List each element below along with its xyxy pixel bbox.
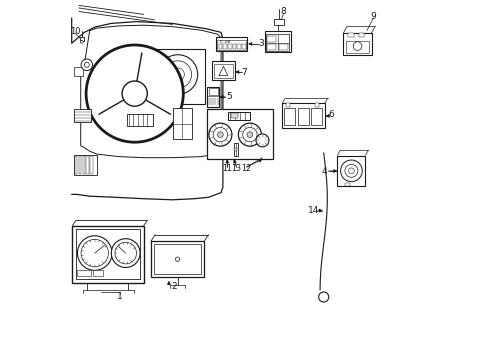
- Circle shape: [132, 61, 159, 88]
- Text: 6: 6: [328, 110, 334, 119]
- Bar: [237, 44, 241, 49]
- Text: 3: 3: [257, 40, 263, 49]
- Circle shape: [348, 168, 354, 174]
- Text: 4: 4: [321, 166, 327, 176]
- Bar: [276, 31, 281, 35]
- Circle shape: [125, 55, 165, 94]
- Bar: [76, 229, 140, 279]
- Bar: [207, 87, 219, 107]
- Bar: [75, 156, 77, 174]
- Bar: [73, 109, 91, 122]
- Bar: [125, 49, 204, 104]
- Text: 2: 2: [171, 282, 177, 291]
- Text: 1: 1: [117, 292, 123, 301]
- Text: 5: 5: [225, 92, 231, 101]
- Bar: [264, 31, 290, 52]
- Circle shape: [340, 160, 362, 182]
- Circle shape: [352, 42, 361, 50]
- Bar: [93, 270, 103, 276]
- Text: 12: 12: [241, 164, 251, 174]
- Bar: [242, 44, 245, 49]
- Circle shape: [86, 45, 183, 142]
- Bar: [273, 19, 283, 25]
- Bar: [77, 270, 91, 276]
- Text: 8: 8: [280, 7, 286, 16]
- Bar: [73, 67, 82, 76]
- Bar: [232, 44, 236, 49]
- Bar: [72, 226, 143, 283]
- Bar: [79, 156, 81, 174]
- Text: 13: 13: [231, 164, 241, 174]
- Circle shape: [344, 164, 357, 177]
- Bar: [347, 33, 353, 37]
- Text: 9: 9: [370, 12, 375, 21]
- Bar: [266, 36, 276, 42]
- Bar: [284, 108, 295, 125]
- Text: 7: 7: [241, 68, 246, 77]
- Circle shape: [318, 292, 328, 302]
- Circle shape: [217, 132, 223, 138]
- Circle shape: [256, 134, 268, 147]
- Text: IC-08: IC-08: [220, 40, 231, 44]
- Bar: [266, 44, 276, 50]
- Circle shape: [238, 123, 261, 146]
- Bar: [227, 44, 231, 49]
- Bar: [218, 44, 222, 49]
- Circle shape: [122, 81, 147, 106]
- Bar: [215, 37, 247, 51]
- Circle shape: [246, 132, 252, 138]
- Bar: [265, 34, 288, 51]
- Bar: [344, 183, 349, 186]
- Circle shape: [77, 236, 112, 270]
- Bar: [217, 40, 245, 50]
- Bar: [337, 156, 365, 186]
- Circle shape: [81, 59, 92, 71]
- Circle shape: [84, 62, 89, 67]
- Circle shape: [111, 239, 140, 267]
- Bar: [208, 88, 218, 95]
- Circle shape: [139, 68, 152, 81]
- Bar: [310, 108, 321, 125]
- Bar: [82, 156, 85, 174]
- Bar: [127, 114, 152, 126]
- Bar: [358, 33, 364, 37]
- Circle shape: [171, 68, 184, 81]
- Bar: [233, 143, 238, 156]
- Bar: [234, 148, 237, 151]
- Bar: [228, 112, 249, 120]
- Bar: [86, 156, 89, 174]
- Circle shape: [242, 127, 257, 142]
- Bar: [223, 44, 226, 49]
- Circle shape: [80, 40, 83, 43]
- Bar: [212, 61, 234, 80]
- Bar: [279, 44, 288, 50]
- Bar: [343, 33, 371, 55]
- Bar: [231, 113, 237, 118]
- Bar: [73, 155, 97, 175]
- Circle shape: [158, 55, 197, 94]
- Circle shape: [81, 239, 108, 267]
- Bar: [153, 244, 201, 274]
- Circle shape: [208, 123, 231, 146]
- Bar: [297, 108, 308, 125]
- Text: 14: 14: [307, 206, 319, 215]
- Circle shape: [115, 242, 136, 264]
- Bar: [345, 41, 368, 53]
- Bar: [213, 64, 233, 78]
- Text: 11: 11: [222, 164, 232, 174]
- Bar: [151, 241, 204, 277]
- Circle shape: [164, 61, 191, 88]
- Circle shape: [276, 34, 281, 39]
- Bar: [206, 109, 273, 159]
- Circle shape: [175, 257, 179, 261]
- Circle shape: [213, 127, 227, 142]
- Bar: [172, 108, 192, 139]
- Bar: [285, 103, 289, 107]
- Bar: [90, 156, 93, 174]
- Bar: [80, 37, 84, 41]
- Bar: [314, 103, 318, 107]
- Text: 10: 10: [70, 27, 81, 36]
- Bar: [282, 103, 324, 128]
